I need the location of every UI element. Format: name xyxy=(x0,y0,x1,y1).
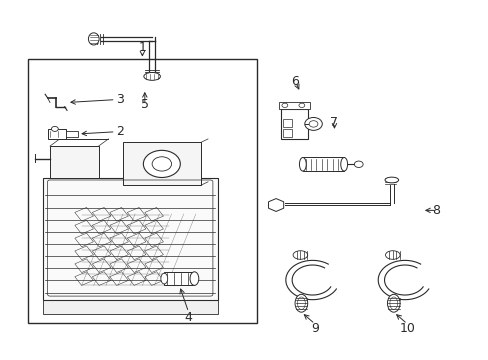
Bar xyxy=(75,233,93,247)
Bar xyxy=(42,178,217,300)
Bar xyxy=(75,207,93,221)
Bar xyxy=(144,220,163,234)
Bar xyxy=(144,233,163,247)
Bar xyxy=(47,129,66,139)
Bar xyxy=(122,143,201,185)
Text: 9: 9 xyxy=(310,322,318,335)
Bar xyxy=(127,272,145,285)
Ellipse shape xyxy=(294,294,307,312)
Bar xyxy=(144,246,163,260)
Circle shape xyxy=(282,103,287,108)
Text: 3: 3 xyxy=(116,93,124,106)
Bar xyxy=(127,207,145,221)
Bar xyxy=(50,146,99,178)
Ellipse shape xyxy=(161,273,167,284)
Bar xyxy=(66,131,78,137)
Circle shape xyxy=(304,117,322,130)
Ellipse shape xyxy=(340,157,347,171)
Bar xyxy=(92,272,111,285)
Bar xyxy=(92,233,111,247)
Bar xyxy=(281,109,307,139)
Text: 6: 6 xyxy=(291,75,299,88)
Text: 2: 2 xyxy=(116,125,124,138)
Circle shape xyxy=(143,150,180,177)
Bar xyxy=(110,207,128,221)
Bar xyxy=(92,246,111,260)
Text: 4: 4 xyxy=(184,311,192,324)
Text: 8: 8 xyxy=(432,204,440,217)
Bar xyxy=(92,207,111,221)
Bar xyxy=(75,246,93,260)
Bar xyxy=(127,259,145,273)
Bar xyxy=(127,220,145,234)
Bar xyxy=(164,272,194,285)
Bar xyxy=(127,246,145,260)
Ellipse shape xyxy=(88,33,99,45)
Bar xyxy=(283,119,291,127)
Ellipse shape xyxy=(292,251,307,259)
Text: 5: 5 xyxy=(141,99,148,112)
Text: 10: 10 xyxy=(399,322,414,335)
Ellipse shape xyxy=(386,294,399,312)
Ellipse shape xyxy=(190,272,199,285)
Bar xyxy=(278,102,309,109)
Bar xyxy=(75,220,93,234)
Circle shape xyxy=(51,126,58,131)
Ellipse shape xyxy=(385,251,399,259)
Bar xyxy=(28,59,256,323)
Text: 1: 1 xyxy=(138,41,146,54)
Bar xyxy=(75,259,93,273)
Text: 7: 7 xyxy=(330,116,338,129)
Bar xyxy=(42,300,217,314)
Bar xyxy=(302,157,344,171)
Ellipse shape xyxy=(143,72,160,80)
Bar xyxy=(110,220,128,234)
Bar xyxy=(144,207,163,221)
Bar xyxy=(110,233,128,247)
Bar xyxy=(110,246,128,260)
Bar xyxy=(283,129,291,137)
Bar xyxy=(110,259,128,273)
Bar xyxy=(144,259,163,273)
Ellipse shape xyxy=(384,177,398,183)
Bar xyxy=(92,259,111,273)
Bar xyxy=(110,272,128,285)
Bar xyxy=(144,272,163,285)
Circle shape xyxy=(354,161,363,167)
Bar xyxy=(75,272,93,285)
Circle shape xyxy=(298,103,304,108)
Ellipse shape xyxy=(299,157,305,171)
Bar xyxy=(127,233,145,247)
Bar xyxy=(92,220,111,234)
